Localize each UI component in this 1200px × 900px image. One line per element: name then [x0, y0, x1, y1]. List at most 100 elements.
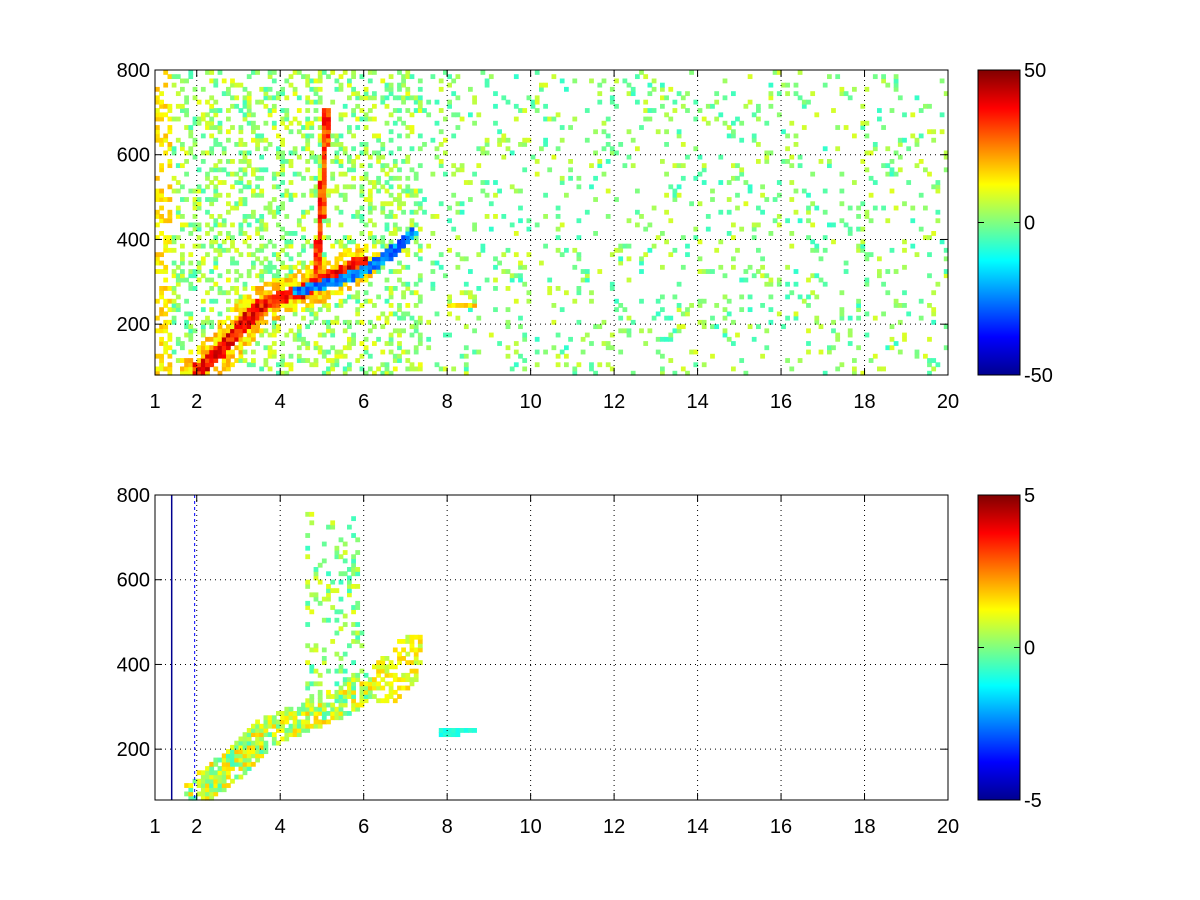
heatmap-cell [384, 277, 390, 283]
heatmap-cell [868, 218, 874, 224]
heatmap-cell [785, 264, 790, 270]
heatmap-cell [251, 328, 256, 334]
heatmap-cell [376, 188, 381, 194]
heatmap-cell [159, 358, 164, 363]
heatmap-cell [501, 154, 507, 160]
heatmap-cell [213, 787, 219, 793]
heatmap-cell [355, 281, 361, 287]
heatmap-cell [230, 341, 235, 346]
heatmap-cell [267, 95, 273, 101]
heatmap-cell [209, 78, 215, 84]
heatmap-cell [267, 264, 273, 270]
heatmap-cell [747, 99, 753, 105]
heatmap-cell [155, 269, 160, 274]
heatmap-cell [280, 260, 285, 266]
heatmap-cell [397, 303, 402, 308]
heatmap-cell [789, 366, 795, 372]
heatmap-cell [280, 264, 285, 270]
heatmap-cell [334, 554, 340, 560]
heatmap-cell [647, 82, 653, 88]
heatmap-cell [280, 142, 285, 147]
heatmap-cell [292, 711, 298, 716]
heatmap-cell [856, 205, 861, 211]
heatmap-cell [831, 345, 836, 351]
heatmap-cell [196, 358, 202, 363]
heatmap-cell [931, 137, 937, 143]
heatmap-cell [676, 133, 682, 139]
heatmap-cell [405, 281, 411, 287]
heatmap-cell [622, 163, 628, 169]
heatmap-cell [605, 116, 611, 122]
heatmap-cell [317, 205, 323, 211]
heatmap-cell [188, 133, 194, 139]
heatmap-cell [159, 218, 164, 224]
heatmap-cell [180, 184, 185, 190]
heatmap-cell [459, 167, 465, 173]
heatmap-cell [518, 273, 523, 279]
heatmap-cell [347, 294, 352, 300]
heatmap-cell [413, 231, 419, 236]
heatmap-cell [685, 252, 690, 258]
heatmap-cell [376, 264, 381, 270]
heatmap-cell [355, 571, 361, 577]
heatmap-cell [359, 685, 365, 691]
heatmap-cell [505, 286, 511, 291]
heatmap-cell [330, 188, 336, 194]
heatmap-cell [401, 209, 406, 215]
heatmap-cell [455, 125, 461, 130]
heatmap-cell [376, 664, 381, 670]
heatmap-cell [347, 524, 352, 530]
heatmap-cell [559, 180, 565, 185]
heatmap-cell [267, 86, 273, 92]
heatmap-cell [163, 269, 169, 274]
heatmap-cell [363, 86, 369, 92]
heatmap-cell [163, 112, 169, 118]
heatmap-cell [301, 706, 306, 712]
heatmap-cell [714, 99, 720, 105]
heatmap-cell [676, 91, 682, 97]
heatmap-cell [192, 95, 198, 101]
heatmap-cell [372, 324, 377, 330]
heatmap-cell [305, 643, 311, 649]
heatmap-cell [351, 214, 356, 219]
heatmap-cell [192, 362, 198, 368]
heatmap-cell [192, 243, 198, 249]
heatmap-cells [155, 70, 949, 376]
heatmap-cell [301, 192, 306, 198]
heatmap-cell [226, 277, 231, 283]
heatmap-cell [330, 711, 336, 716]
heatmap-cell [296, 723, 302, 729]
heatmap-cell [255, 315, 260, 321]
heatmap-cell [184, 197, 189, 202]
heatmap-cell [188, 188, 194, 194]
heatmap-cell [417, 78, 423, 84]
heatmap-cell [330, 269, 336, 274]
heatmap-cell [259, 260, 265, 266]
heatmap-cell [330, 159, 336, 164]
heatmap-cell [330, 171, 336, 177]
heatmap-cell [263, 222, 269, 228]
heatmap-cell [872, 74, 878, 80]
heatmap-cell [330, 579, 336, 585]
heatmap-cell [376, 150, 381, 156]
heatmap-cell [664, 171, 669, 177]
heatmap-cell [301, 290, 306, 296]
heatmap-cell [230, 332, 235, 338]
axes-frame [154, 69, 949, 376]
heatmap-cell [405, 239, 411, 245]
heatmap-cell [413, 656, 419, 661]
heatmap-cell [660, 82, 665, 88]
heatmap-cell [380, 677, 386, 683]
heatmap-cell [388, 694, 394, 699]
heatmap-cell [263, 744, 269, 750]
heatmap-cell [392, 231, 398, 236]
heatmap-cell [271, 736, 277, 742]
heatmap-cell [226, 749, 231, 755]
heatmap-cell [196, 770, 202, 776]
heatmap-cell [280, 362, 285, 368]
heatmap-cell [271, 332, 277, 338]
heatmap-cell [192, 328, 198, 334]
heatmap-cell [484, 78, 490, 84]
heatmap-cell [317, 702, 323, 708]
heatmap-cell [221, 783, 227, 788]
